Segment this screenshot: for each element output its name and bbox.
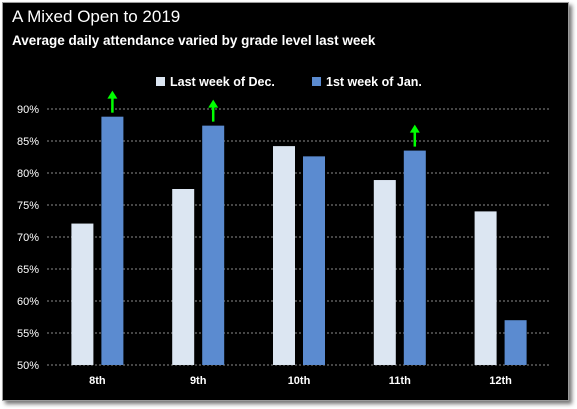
up-arrow-icon bbox=[208, 99, 219, 122]
y-tick-label: 90% bbox=[17, 104, 39, 116]
legend: Last week of Dec. 1st week of Jan. bbox=[156, 75, 422, 89]
x-tick-label: 10th bbox=[288, 375, 311, 387]
bar-dec-9th bbox=[172, 189, 195, 365]
bar-jan-12th bbox=[504, 320, 527, 365]
annotations bbox=[107, 90, 420, 147]
y-tick-label: 85% bbox=[17, 136, 39, 148]
bar-jan-8th bbox=[101, 116, 124, 366]
up-arrow-icon bbox=[409, 124, 420, 147]
legend-label: 1st week of Jan. bbox=[326, 75, 422, 89]
y-tick-label: 55% bbox=[17, 328, 39, 340]
bar-dec-8th bbox=[71, 223, 94, 365]
bars bbox=[71, 116, 527, 366]
chart-title: A Mixed Open to 2019 bbox=[12, 7, 181, 26]
x-tick-label: 8th bbox=[89, 375, 106, 387]
x-tick-label: 11th bbox=[389, 375, 411, 387]
bar-jan-11th bbox=[403, 150, 426, 365]
x-tick-label: 9th bbox=[190, 375, 207, 387]
y-axis: 50% 55% 60% 65% 70% 75% 80% 85% 90% bbox=[17, 104, 39, 372]
bar-dec-11th bbox=[373, 180, 396, 365]
bar-jan-9th bbox=[202, 125, 225, 365]
bar-dec-12th bbox=[474, 211, 497, 365]
gridlines bbox=[47, 108, 551, 366]
y-tick-label: 80% bbox=[17, 168, 39, 180]
bar-jan-10th bbox=[303, 156, 325, 365]
y-tick-label: 50% bbox=[17, 360, 39, 372]
bar-chart: 50% 55% 60% 65% 70% 75% 80% 85% 90% 8th 9th 10th 11… bbox=[17, 75, 551, 387]
legend-label: Last week of Dec. bbox=[170, 75, 275, 89]
y-tick-label: 70% bbox=[17, 232, 39, 244]
chart-subtitle: Average daily attendance varied by grade… bbox=[12, 33, 376, 48]
legend-swatch bbox=[312, 77, 321, 86]
up-arrow-icon bbox=[107, 90, 118, 113]
x-tick-label: 12th bbox=[489, 375, 512, 387]
y-tick-label: 65% bbox=[17, 264, 39, 276]
y-tick-label: 60% bbox=[17, 296, 39, 308]
chart-frame: A Mixed Open to 2019 Average daily atten… bbox=[2, 2, 569, 401]
x-axis: 8th 9th 10th 11th 12th bbox=[89, 375, 512, 387]
bar-dec-10th bbox=[273, 146, 295, 365]
y-tick-label: 75% bbox=[17, 200, 39, 212]
legend-swatch bbox=[156, 77, 165, 86]
